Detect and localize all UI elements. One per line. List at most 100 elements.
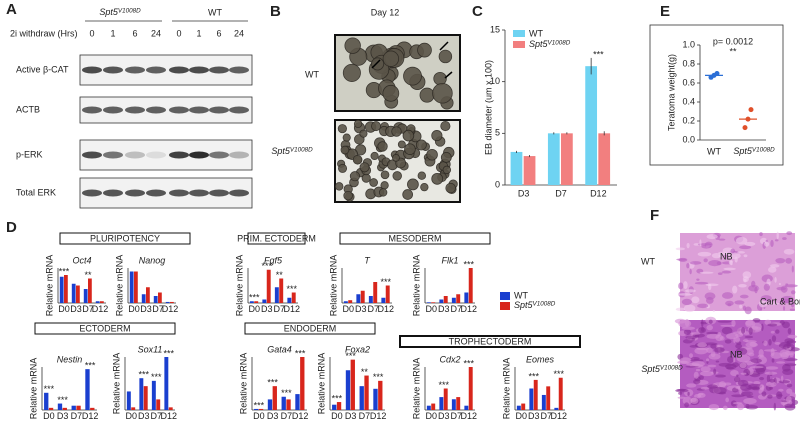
y-axis-label: Teratoma weight(g): [666, 54, 676, 131]
chart-title: Sox11: [138, 344, 163, 354]
x-tick-label: D12: [160, 411, 177, 421]
bar: [141, 294, 146, 303]
bar: [464, 292, 469, 303]
tissue-texture: [728, 260, 733, 265]
bar: [529, 388, 534, 410]
embryoid-body: [415, 139, 427, 151]
embryoid-body: [371, 121, 382, 132]
bar: [451, 297, 456, 303]
tissue-texture: [689, 261, 702, 265]
genotype-sup: V1008D: [533, 300, 556, 307]
tissue-texture: [745, 403, 750, 409]
tissue-texture: [715, 374, 727, 378]
bar: [350, 359, 355, 410]
tissue-texture: [726, 332, 739, 340]
tissue-texture: [698, 375, 704, 380]
bar: [254, 301, 259, 303]
genotype-label: Spt5V1008D: [641, 364, 683, 374]
bar: [373, 282, 378, 303]
x-tick-label: D7: [281, 411, 293, 421]
band: [229, 151, 249, 159]
band: [82, 106, 102, 114]
tissue-texture: [693, 243, 700, 246]
tissue-texture: [787, 327, 792, 335]
x-tick-label: D3: [345, 411, 357, 421]
x-tick-label: D3: [57, 411, 69, 421]
x-tick-label: D3: [438, 411, 450, 421]
tissue-texture: [697, 251, 712, 257]
tissue-texture: [778, 282, 781, 286]
tissue-texture: [770, 352, 783, 359]
tissue-texture: [681, 298, 692, 306]
significance: ***: [151, 372, 162, 382]
x-tick-label: D3: [528, 411, 540, 421]
bar: [48, 407, 54, 410]
tissue-texture: [743, 254, 748, 258]
tissue-texture: [686, 262, 690, 269]
bar: [287, 297, 292, 303]
tissue-texture: [765, 366, 779, 370]
y-axis-label: Relative mRNA: [238, 353, 248, 415]
embryoid-body: [377, 141, 388, 152]
tissue-texture: [761, 391, 767, 397]
bar: [262, 299, 267, 303]
tissue-texture: [706, 331, 719, 335]
bar: [279, 278, 284, 303]
band: [103, 66, 123, 74]
tissue-texture: [712, 309, 715, 312]
tissue-texture: [775, 257, 786, 264]
band: [189, 189, 209, 197]
group-box: [244, 322, 376, 335]
bar: [300, 357, 305, 410]
band: [169, 189, 189, 197]
bar: [378, 380, 383, 410]
tissue-texture: [730, 370, 739, 377]
arrow: [371, 59, 381, 69]
embryoid-body: [342, 133, 351, 142]
tissue-texture: [780, 352, 789, 360]
bar: [368, 296, 373, 303]
legend-swatch: [500, 292, 510, 300]
tissue-texture: [717, 272, 723, 275]
tissue-texture: [732, 285, 738, 294]
tissue-texture: [785, 283, 789, 286]
bar: [272, 386, 277, 410]
tissue-texture: [774, 277, 777, 283]
tissue-texture: [693, 379, 701, 385]
tissue-texture: [688, 353, 693, 358]
chart-title: Nestin: [57, 354, 83, 364]
tissue-texture: [778, 380, 790, 384]
tissue-texture: [736, 374, 739, 378]
band: [82, 189, 102, 197]
bar: [100, 301, 104, 303]
tissue-texture: [742, 271, 752, 279]
genotype-base: Spt5: [514, 300, 534, 310]
tissue-texture: [769, 378, 776, 383]
genotype-label: Spt5V1008D: [271, 146, 313, 156]
tissue-texture: [783, 358, 798, 362]
tissue-texture: [753, 380, 761, 385]
bar: [359, 386, 364, 410]
bar: [381, 297, 386, 303]
tissue-texture: [694, 281, 709, 285]
tissue-texture: [767, 323, 778, 327]
tissue-texture: [724, 339, 732, 344]
panel-label: D: [6, 219, 17, 236]
lane-label: 24: [234, 28, 244, 38]
band: [189, 66, 209, 74]
image-label: WT: [641, 256, 655, 266]
bar: [274, 287, 279, 303]
tissue-texture: [706, 234, 718, 240]
x-tick-label: D0: [331, 411, 343, 421]
embryoid-body: [342, 63, 361, 82]
tissue-texture: [744, 306, 752, 315]
tissue-texture: [743, 397, 757, 405]
y-axis-label: Relative mRNA: [411, 358, 421, 420]
bar: [71, 405, 76, 410]
bar: [151, 380, 156, 410]
tissue-texture: [678, 282, 684, 290]
tissue-texture: [705, 283, 719, 287]
embryoid-body: [397, 140, 406, 149]
tissue-texture: [763, 349, 777, 352]
tissue-texture: [769, 264, 780, 268]
